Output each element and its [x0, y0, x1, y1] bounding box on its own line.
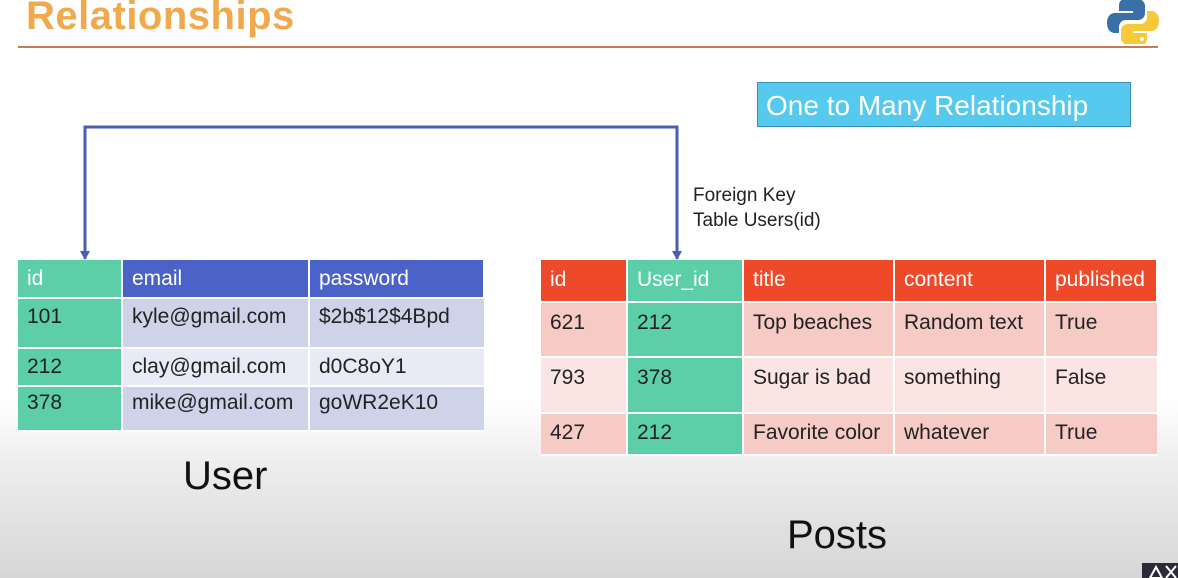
- cell-user-id: 212: [627, 413, 744, 456]
- cell-user-id: 378: [627, 357, 744, 414]
- cell-title: Favorite color: [743, 413, 895, 456]
- cell-email: kyle@gmail.com: [122, 298, 310, 349]
- foreign-key-label-line-2: Table Users(id): [693, 210, 821, 231]
- column-header-id: id: [18, 260, 123, 299]
- cell-content: something: [894, 357, 1046, 414]
- table-row: 378 mike@gmail.com goWR2eK10: [18, 386, 484, 432]
- column-header-published: published: [1045, 260, 1158, 303]
- cell-id: 101: [18, 298, 123, 349]
- cell-title: Top beaches: [743, 302, 895, 358]
- posts-table: id User_id title content published 621 2…: [541, 260, 1158, 456]
- cell-email: mike@gmail.com: [122, 386, 310, 432]
- cell-published: True: [1045, 413, 1157, 456]
- connector-arrowhead-posts: [672, 251, 682, 260]
- slide-title: Relationships: [26, 0, 295, 38]
- cell-published: True: [1045, 302, 1157, 358]
- column-header-id: id: [541, 260, 628, 303]
- table-row: 212 clay@gmail.com d0C8oY1: [18, 348, 484, 387]
- column-header-content: content: [894, 260, 1046, 303]
- user-table: id email password 101 kyle@gmail.com $2b…: [18, 260, 485, 432]
- table-row: 621 212 Top beaches Random text True: [541, 302, 1157, 358]
- relationship-type-badge: One to Many Relationship: [757, 82, 1131, 127]
- cell-user-id: 212: [627, 302, 744, 358]
- cell-password: goWR2eK10: [309, 386, 484, 432]
- table-row: 427 212 Favorite color whatever True: [541, 413, 1157, 456]
- cell-id: 621: [541, 302, 628, 358]
- cell-id: 212: [18, 348, 123, 387]
- column-header-password: password: [309, 260, 485, 299]
- cell-password: d0C8oY1: [309, 348, 484, 387]
- python-logo-icon: [1107, 0, 1159, 44]
- cell-password: $2b$12$4Bpd: [309, 298, 484, 349]
- title-divider: [18, 46, 1158, 48]
- column-header-title: title: [743, 260, 895, 303]
- table-row: 101 kyle@gmail.com $2b$12$4Bpd: [18, 298, 484, 349]
- table-row: 793 378 Sugar is bad something False: [541, 357, 1157, 414]
- user-table-caption: User: [183, 454, 268, 498]
- cell-published: False: [1045, 357, 1157, 414]
- cell-id: 427: [541, 413, 628, 456]
- column-header-email: email: [122, 260, 310, 299]
- foreign-key-label: Foreign Key Table Users(id): [693, 183, 821, 233]
- player-control-icon[interactable]: [1142, 563, 1178, 578]
- column-header-user-id: User_id: [627, 260, 744, 303]
- posts-table-caption: Posts: [787, 513, 888, 557]
- table-header-row: id email password: [18, 260, 485, 299]
- table-header-row: id User_id title content published: [541, 260, 1158, 303]
- cell-content: whatever: [894, 413, 1046, 456]
- foreign-key-label-line-1: Foreign Key: [693, 185, 796, 206]
- cell-title: Sugar is bad: [743, 357, 895, 414]
- connector-arrowhead-user: [80, 251, 90, 260]
- cell-id: 793: [541, 357, 628, 414]
- cell-email: clay@gmail.com: [122, 348, 310, 387]
- cell-content: Random text: [894, 302, 1046, 358]
- cell-id: 378: [18, 386, 123, 432]
